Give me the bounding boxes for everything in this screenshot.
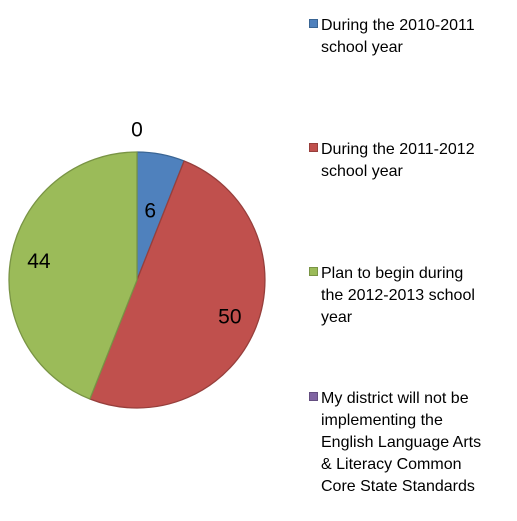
pie-slice-2 <box>89 160 266 409</box>
legend-swatch-2012-2013 <box>309 267 318 276</box>
data-label-slice-1: 6 <box>144 199 156 222</box>
data-label-slice-3: 44 <box>27 250 51 273</box>
legend-swatch-2010-2011 <box>309 19 318 28</box>
legend-label-2012-2013: Plan to begin during the 2012-2013 schoo… <box>321 265 475 326</box>
legend-swatch-2011-2012 <box>309 143 318 152</box>
legend-swatch-not-implementing <box>309 392 318 401</box>
legend-label-not-implementing: My district will not be implementing the… <box>321 390 482 495</box>
data-label-slice-2: 50 <box>218 305 241 328</box>
data-label-slice-4: 0 <box>131 119 143 142</box>
legend-label-2010-2011: During the 2010-2011 school year <box>321 17 475 56</box>
pie-slice-3 <box>8 151 138 400</box>
chart-legend: During the 2010-2011 school year During … <box>307 0 517 521</box>
legend-label-2011-2012: During the 2011-2012 school year <box>321 141 475 180</box>
